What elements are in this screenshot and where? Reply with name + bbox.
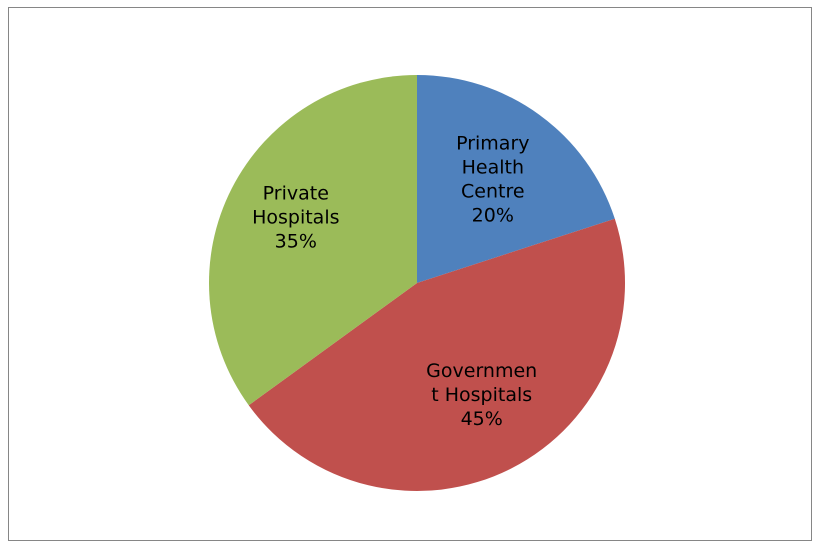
pie-slice-private-hospitals	[208, 75, 417, 406]
pie-value-label: 45%	[461, 408, 503, 430]
pie-category-label-line: Health	[462, 157, 524, 179]
pie-slice-primary-health-centre	[417, 75, 615, 283]
pie-category-label-line: t Hospitals	[431, 384, 532, 406]
pie-label-government-hospitals: Governmen t Hospitals 45%	[426, 360, 537, 430]
pie-category-label-line: Centre	[461, 181, 525, 203]
pie-label-private-hospitals: Private Hospitals 35%	[252, 182, 339, 252]
pie-category-label-line: Hospitals	[252, 206, 339, 228]
pie-category-label-line: Governmen	[426, 360, 537, 382]
pie-category-label-line: Primary	[456, 133, 529, 155]
pie-slices	[208, 75, 626, 492]
pie-value-label: 35%	[275, 230, 317, 252]
pie-category-label-line: Private	[263, 182, 329, 204]
pie-slice-government-hospitals	[248, 218, 626, 492]
pie-label-primary-health-centre: Primary Health Centre 20%	[456, 133, 529, 227]
pie-value-label: 20%	[472, 205, 514, 227]
pie-labels: Primary Health Centre 20% Governmen t Hospita…	[252, 133, 537, 431]
